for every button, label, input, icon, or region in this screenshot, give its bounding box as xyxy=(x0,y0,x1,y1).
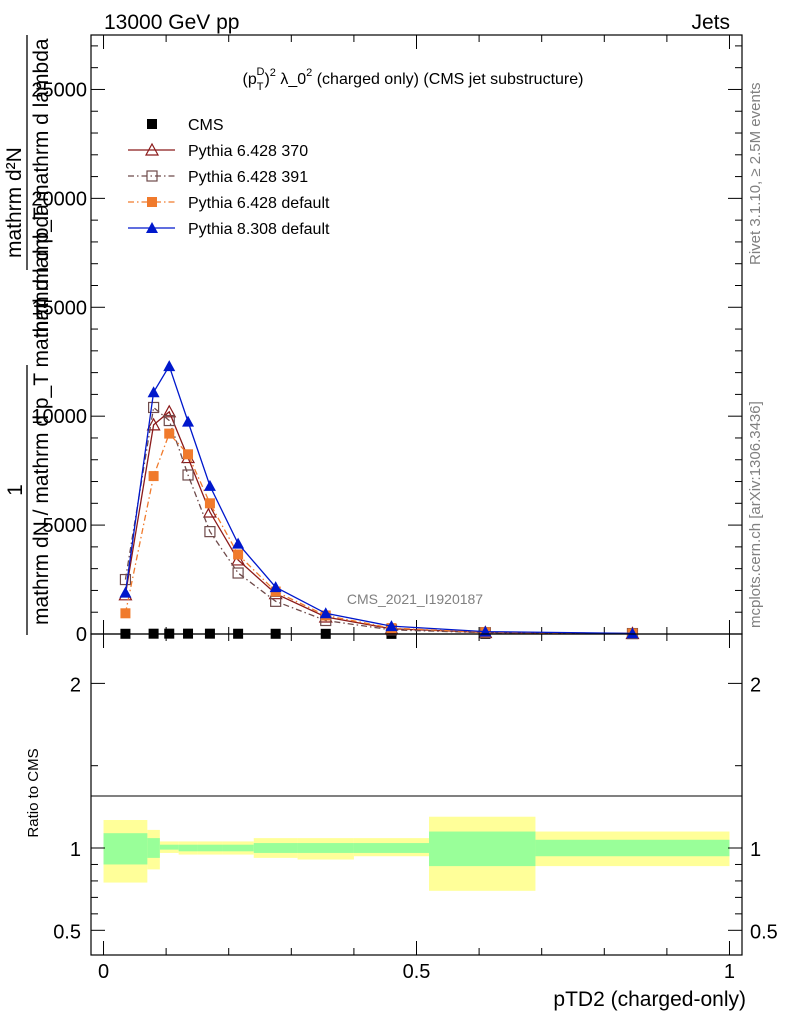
series-point xyxy=(202,504,217,518)
ratio-band-inner xyxy=(103,833,148,865)
series-point xyxy=(163,360,176,372)
series-point xyxy=(147,401,160,414)
series-point xyxy=(203,479,216,491)
x-axis-label: pTD2 (charged-only) xyxy=(553,988,746,1011)
series-point xyxy=(146,417,161,431)
main-ytick-label: 25000 xyxy=(31,79,87,101)
header-right: Jets xyxy=(691,11,730,34)
main-panel: 0 5000 10000 15000 20000 25000 (pTD)2 λ_02 (c… xyxy=(31,34,743,646)
series-4 xyxy=(119,360,639,639)
main-axis-ticks: 0 5000 10000 15000 20000 25000 xyxy=(31,35,742,646)
ratio-panel: 0.5 0.5 1 1 2 2 0 0.5 1 Ratio to CMS xyxy=(25,633,778,983)
series-point xyxy=(319,607,332,619)
ratio-xtick-label: 0.5 xyxy=(403,961,431,983)
series-point xyxy=(148,471,159,482)
series-point xyxy=(232,537,245,549)
legend-label: Pythia 6.428 default xyxy=(188,195,330,212)
ratio-band-inner xyxy=(222,844,254,852)
main-series xyxy=(118,360,640,640)
series-point xyxy=(204,498,215,509)
ylabel-part-1: 1 xyxy=(4,484,27,496)
ratio-ytick-label: 2 xyxy=(70,674,81,696)
legend-marker xyxy=(147,119,157,129)
series-point xyxy=(182,469,194,481)
ratio-axis-ticks: 0.5 0.5 1 1 2 2 0 0.5 1 xyxy=(53,634,778,983)
legend-marker xyxy=(144,142,160,156)
main-ytick-label: 5000 xyxy=(43,515,88,537)
series-point xyxy=(183,449,194,460)
ratio-band-inner xyxy=(429,831,536,867)
series-point xyxy=(162,404,177,418)
chart-title: (pTD)2 λ_02 (charged only) (CMS jet subs… xyxy=(243,66,584,93)
legend-label: Pythia 6.428 370 xyxy=(188,143,308,160)
series-point xyxy=(626,627,639,639)
ratio-xtick-label: 1 xyxy=(724,961,735,983)
ratio-band-inner xyxy=(178,844,198,852)
legend-label: Pythia 6.428 391 xyxy=(188,169,308,186)
main-ytick-label: 15000 xyxy=(31,297,87,319)
mcplots-label: mcplots.cern.ch [arXiv:1306.3436] xyxy=(747,401,764,628)
series-point xyxy=(120,608,131,619)
ratio-band-inner xyxy=(197,844,223,852)
ratio-ytick-label-right: 2 xyxy=(750,674,761,696)
ratio-band-inner xyxy=(253,843,298,853)
series-point xyxy=(182,415,195,427)
series-point xyxy=(119,586,132,598)
legend-marker xyxy=(146,170,158,182)
watermark: CMS_2021_I1920187 xyxy=(347,591,483,607)
header-left: 13000 GeV pp xyxy=(104,11,239,34)
ratio-band-inner xyxy=(297,843,354,853)
series-point xyxy=(163,414,175,427)
legend-marker xyxy=(146,222,158,233)
ratio-band-inner xyxy=(159,844,179,850)
ylabel-part-2: mathrm dN / mathrm d p_T mathrm d lambda xyxy=(30,204,53,625)
series-point xyxy=(233,549,244,560)
ratio-ytick-label-right: 1 xyxy=(750,839,761,861)
legend: CMS Pythia 6.428 370 Pythia 6.428 391 Pythi… xyxy=(128,117,330,238)
ratio-xtick-label: 0 xyxy=(98,961,109,983)
legend-label: CMS xyxy=(188,117,224,134)
series-point xyxy=(232,567,244,579)
ratio-ytick-label: 0.5 xyxy=(53,921,81,943)
series-point xyxy=(147,386,160,398)
ratio-frame xyxy=(90,633,743,956)
ratio-band-inner xyxy=(353,843,430,853)
legend-marker xyxy=(147,197,157,207)
series-point xyxy=(164,428,175,439)
ratio-y-axis-label: Ratio to CMS xyxy=(25,748,42,837)
series-point xyxy=(119,573,132,586)
series-point xyxy=(204,526,216,538)
ratio-band-inner xyxy=(147,838,160,858)
main-ytick-label: 20000 xyxy=(31,188,87,210)
ylabel-part-3: mathrm d²N xyxy=(3,147,26,258)
main-ytick-label: 10000 xyxy=(31,406,87,428)
rivet-label: Rivet 3.1.10, ≥ 2.5M events xyxy=(747,83,764,266)
main-ytick-label: 0 xyxy=(76,624,87,646)
series-point xyxy=(385,620,398,632)
ratio-ytick-label: 1 xyxy=(70,839,81,861)
main-y-axis-label: 1 mathrm dN / mathrm d p_T mathrm d lamb… xyxy=(3,35,53,635)
ylabel-part-4: mathrm d p_T mathrm d lambda xyxy=(30,38,53,338)
series-point xyxy=(269,581,282,593)
legend-label: Pythia 8.308 default xyxy=(188,221,330,238)
ratio-bands xyxy=(103,816,730,891)
ratio-band-inner xyxy=(535,839,730,857)
ratio-ytick-label-right: 0.5 xyxy=(750,921,778,943)
